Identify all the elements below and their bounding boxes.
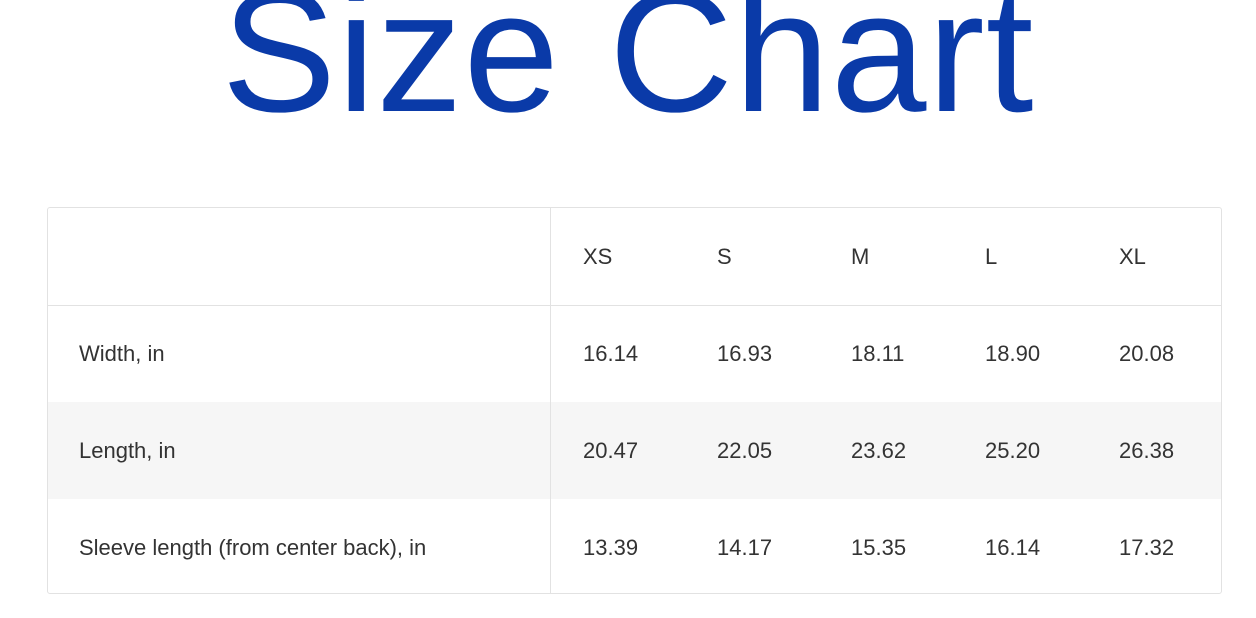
page-title: Size Chart (221, 0, 1035, 148)
row-label: Width, in (79, 341, 165, 366)
size-table: XS S M L XL Width, in 16.14 16.93 18.11 … (47, 207, 1222, 594)
table-cell: 23.62 (851, 438, 907, 463)
table-cell: 16.14 (985, 535, 1041, 560)
table-cell: 18.11 (851, 341, 905, 366)
size-header: L (985, 244, 998, 269)
table-cell: 25.20 (985, 438, 1041, 463)
table-cell: 16.93 (717, 341, 773, 366)
table-cell: 18.90 (985, 341, 1041, 366)
size-header: M (851, 244, 870, 269)
row-label: Length, in (79, 438, 176, 463)
table-row: Sleeve length (from center back), in 13.… (48, 499, 1221, 596)
table-cell: 17.32 (1119, 535, 1175, 560)
size-header: XS (583, 244, 613, 269)
row-label: Sleeve length (from center back), in (79, 535, 427, 560)
table-cell: 15.35 (851, 535, 907, 560)
table-header-row: XS S M L XL (48, 208, 1221, 306)
table-cell: 13.39 (583, 535, 639, 560)
table-cell: 26.38 (1119, 438, 1175, 463)
table-cell: 22.05 (717, 438, 773, 463)
table-row: Width, in 16.14 16.93 18.11 18.90 20.08 (48, 305, 1221, 402)
size-header: S (717, 244, 732, 269)
size-header: XL (1119, 244, 1146, 269)
table-cell: 20.08 (1119, 341, 1175, 366)
column-divider (550, 208, 551, 593)
table-cell: 16.14 (583, 341, 639, 366)
table-cell: 20.47 (583, 438, 639, 463)
table-cell: 14.17 (717, 535, 773, 560)
table-row: Length, in 20.47 22.05 23.62 25.20 26.38 (48, 402, 1221, 499)
